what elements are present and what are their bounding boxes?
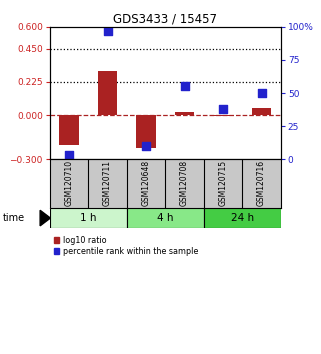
Text: GSM120648: GSM120648	[142, 160, 151, 206]
Point	[143, 143, 149, 149]
Title: GDS3433 / 15457: GDS3433 / 15457	[113, 12, 217, 25]
Text: GSM120716: GSM120716	[257, 160, 266, 206]
Point	[182, 84, 187, 89]
Point	[66, 153, 72, 158]
Bar	[98, 71, 117, 115]
Bar	[252, 108, 271, 115]
Bar	[213, 115, 233, 116]
Bar	[59, 115, 79, 145]
Point	[259, 90, 264, 96]
Bar	[127, 208, 204, 228]
Text: GSM120711: GSM120711	[103, 160, 112, 206]
Text: time: time	[3, 213, 25, 223]
Text: GSM120708: GSM120708	[180, 160, 189, 206]
Legend: log10 ratio, percentile rank within the sample: log10 ratio, percentile rank within the …	[54, 236, 198, 256]
Text: 1 h: 1 h	[80, 213, 97, 223]
Bar	[175, 112, 194, 115]
Bar	[136, 115, 156, 148]
Text: GSM120710: GSM120710	[65, 160, 74, 206]
Text: 24 h: 24 h	[231, 213, 254, 223]
Text: GSM120715: GSM120715	[219, 160, 228, 206]
Bar	[50, 208, 127, 228]
Bar	[204, 208, 281, 228]
Polygon shape	[40, 210, 50, 226]
Point	[105, 28, 110, 33]
Text: 4 h: 4 h	[157, 213, 174, 223]
Point	[221, 106, 226, 112]
